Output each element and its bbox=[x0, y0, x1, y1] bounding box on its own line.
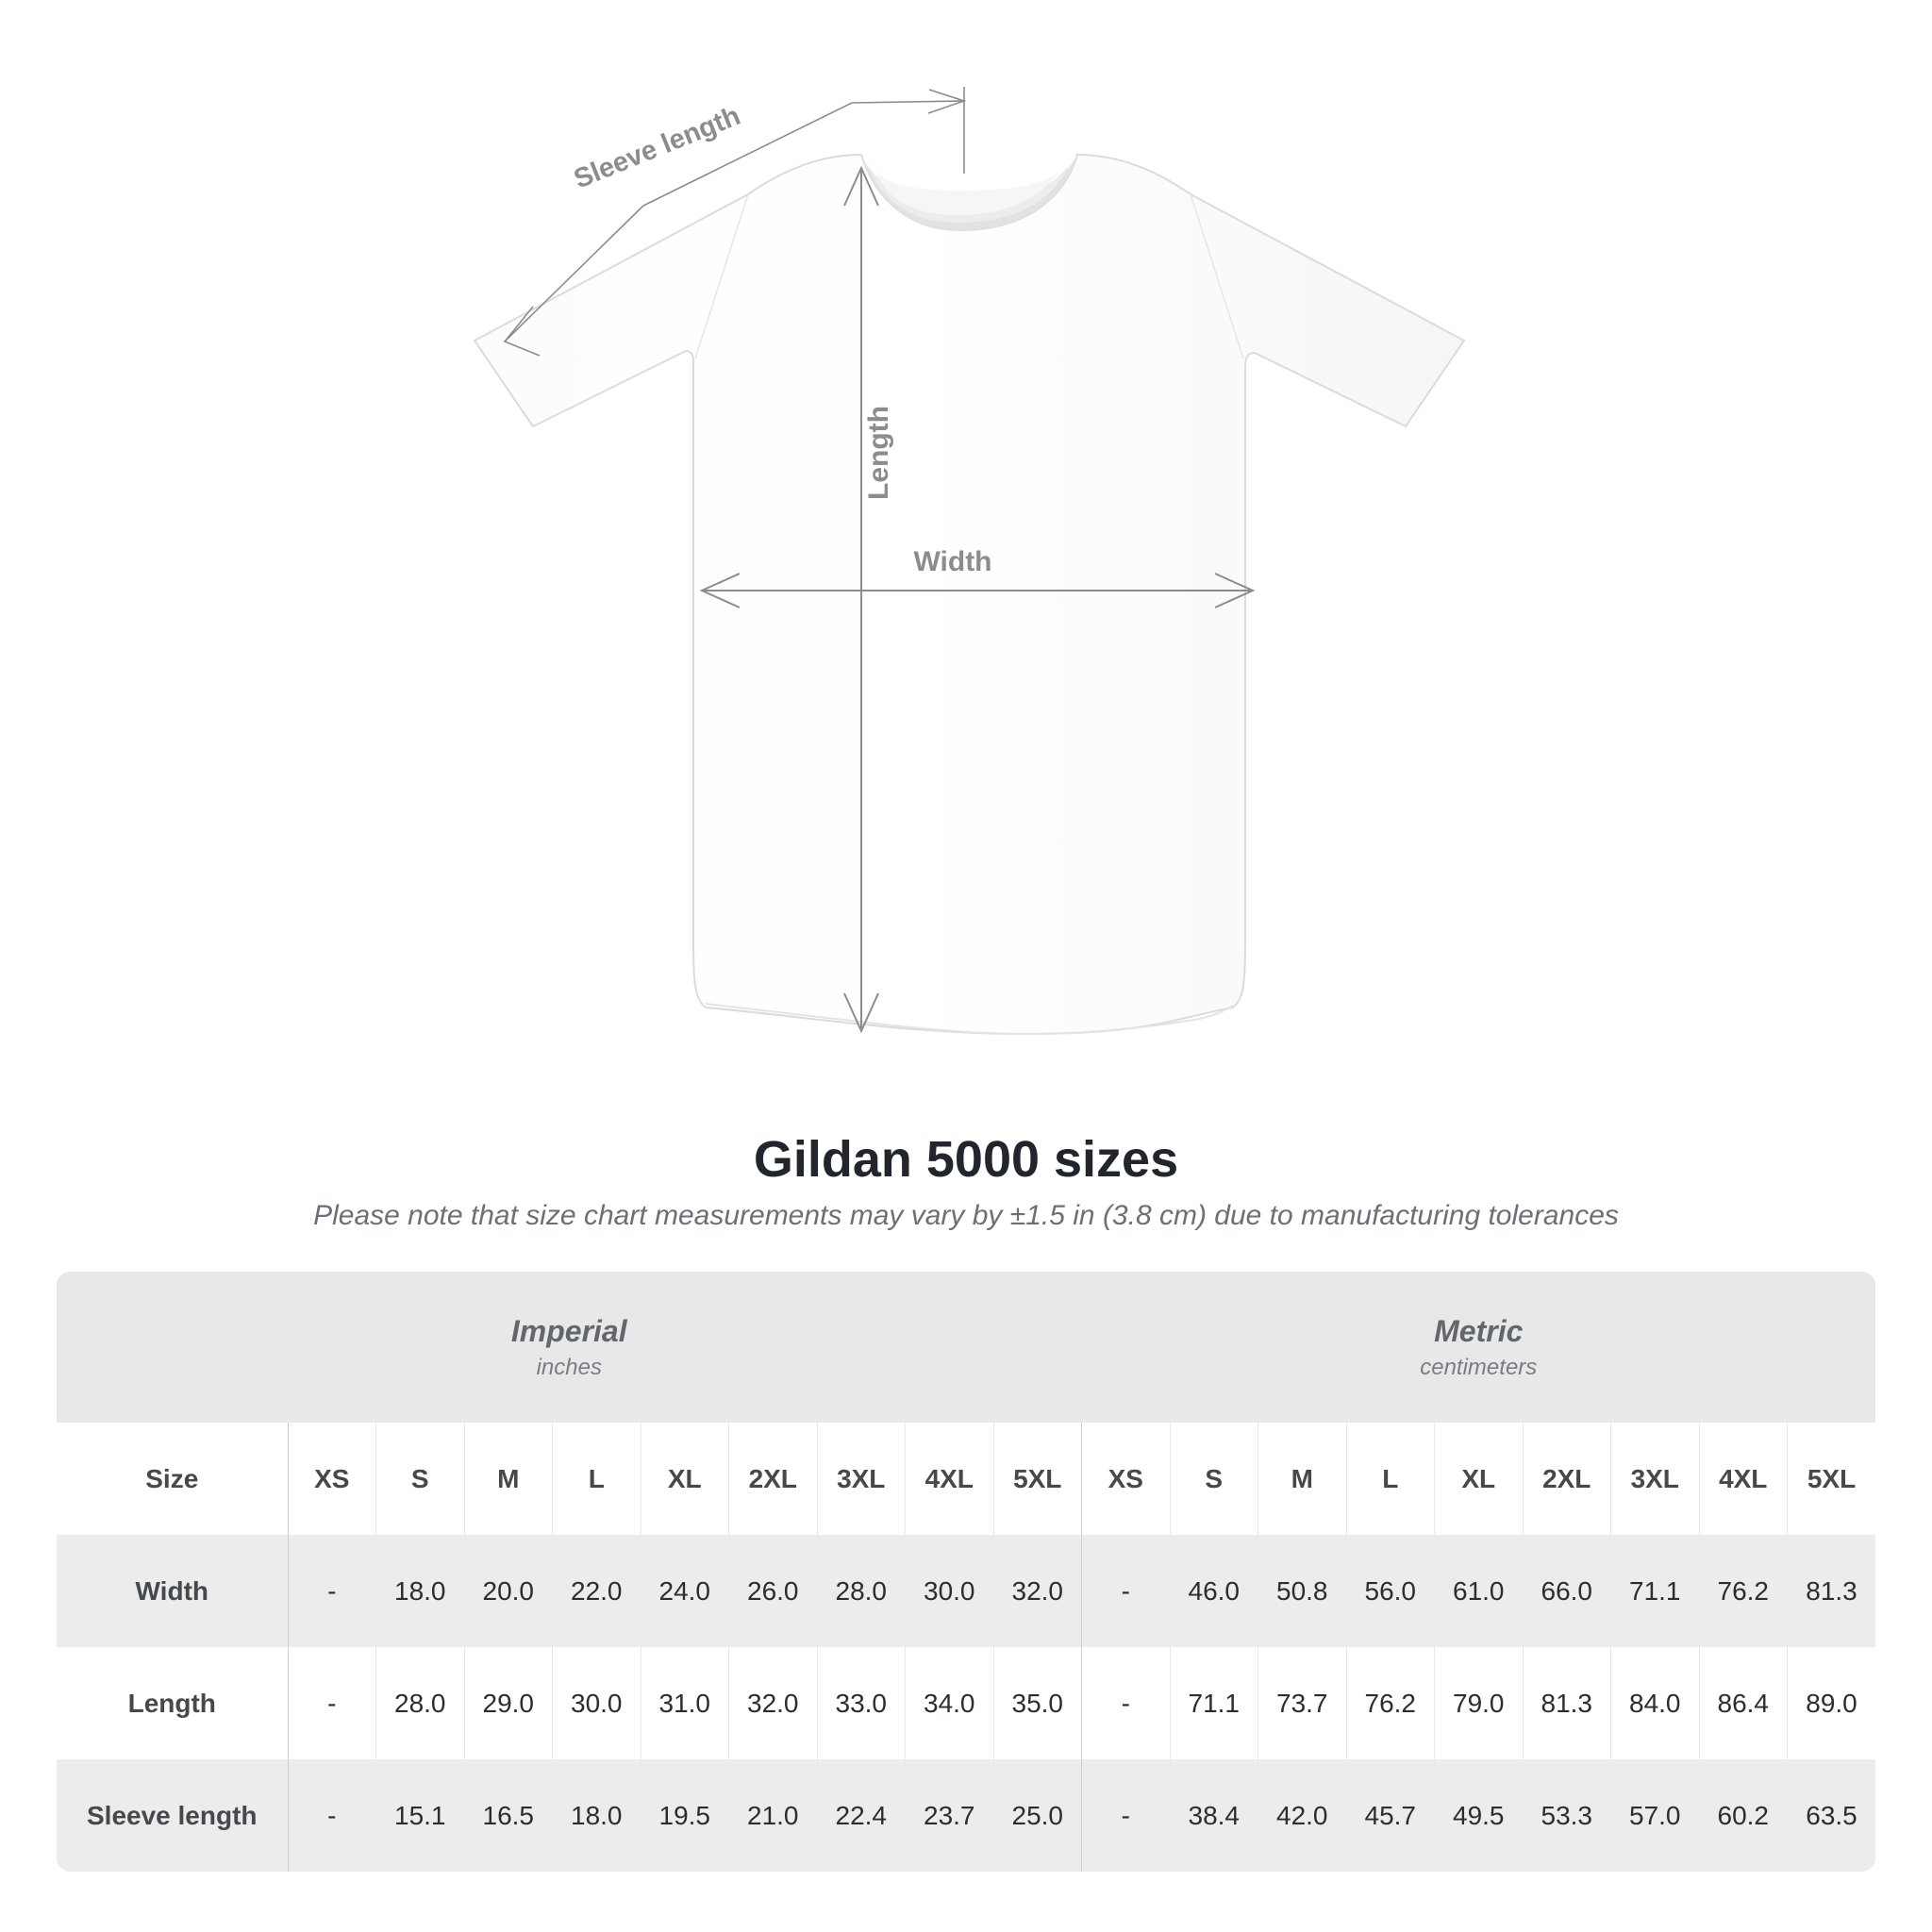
svg-text:Length: Length bbox=[863, 406, 894, 500]
svg-text:Width: Width bbox=[913, 546, 991, 577]
svg-text:Sleeve length: Sleeve length bbox=[570, 101, 744, 195]
